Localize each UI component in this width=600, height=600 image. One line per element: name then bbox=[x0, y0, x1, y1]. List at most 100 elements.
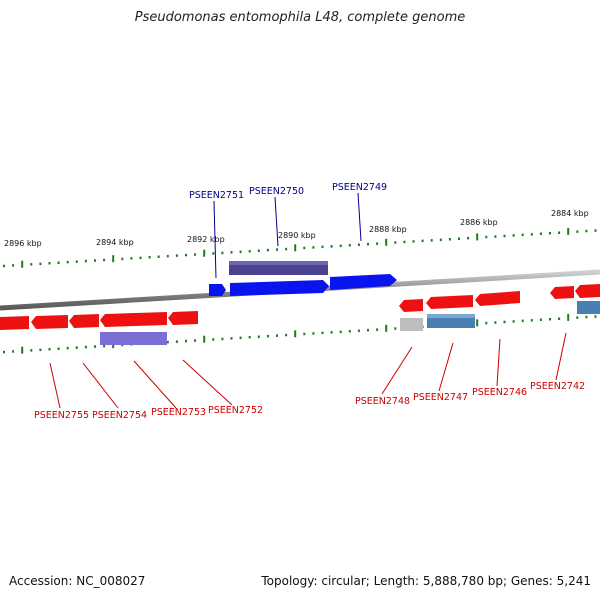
scale-tick-minor bbox=[539, 318, 542, 321]
scale-tick-minor bbox=[39, 348, 42, 352]
scale-tick-minor bbox=[403, 240, 406, 244]
scale-label: 2896 kbp bbox=[4, 239, 42, 248]
scale-label: 2888 kbp bbox=[369, 225, 407, 234]
scale-tick-major bbox=[21, 346, 24, 354]
scale-tick-minor bbox=[257, 335, 260, 338]
gene-arrow[interactable] bbox=[0, 316, 29, 330]
scale-tick-minor bbox=[194, 339, 197, 342]
scale-tick-minor bbox=[330, 331, 333, 334]
scale-tick-minor bbox=[439, 238, 442, 242]
scale-tick-minor bbox=[48, 348, 51, 351]
scale-tick-major bbox=[476, 233, 479, 241]
gene-label-pseen2750[interactable]: PSEEN2750 bbox=[249, 186, 304, 197]
scale-tick-minor bbox=[57, 347, 60, 350]
scale-tick-minor bbox=[166, 340, 169, 344]
scale-tick-minor bbox=[303, 246, 306, 250]
gene-arrow[interactable] bbox=[31, 315, 68, 329]
gene-label-pseen2749[interactable]: PSEEN2749 bbox=[332, 182, 387, 193]
scale-tick-major bbox=[385, 238, 388, 246]
gene-arrow[interactable] bbox=[575, 284, 600, 298]
scale-tick-minor bbox=[330, 245, 333, 248]
scale-tick-minor bbox=[339, 330, 342, 334]
gene-arrow-pseen2748[interactable] bbox=[399, 299, 423, 312]
scale-tick-minor bbox=[266, 334, 269, 338]
scale-tick-minor bbox=[39, 262, 42, 266]
scale-tick-minor bbox=[357, 329, 360, 332]
scale-tick-minor bbox=[376, 328, 379, 331]
gene-label-pseen2755[interactable]: PSEEN2755 bbox=[34, 410, 89, 421]
gene-block-edge[interactable] bbox=[577, 301, 600, 314]
scale-tick-minor bbox=[30, 349, 33, 352]
scale-tick-minor bbox=[230, 337, 233, 340]
scale-tick-minor bbox=[248, 336, 251, 339]
scale-tick-minor bbox=[130, 257, 133, 260]
scale-tick-minor bbox=[94, 259, 96, 262]
reverse-gene-labels: PSEEN2755 PSEEN2754 PSEEN2753 PSEEN2752 … bbox=[34, 381, 585, 421]
scale-tick-minor bbox=[339, 244, 342, 248]
scale-tick-minor bbox=[394, 241, 397, 244]
accession-label: Accession: NC_008027 bbox=[9, 574, 146, 588]
gene-arrow-pseen2746[interactable] bbox=[475, 291, 520, 306]
scale-tick-minor bbox=[376, 242, 379, 245]
scale-tick-minor bbox=[321, 331, 324, 335]
scale-tick-minor bbox=[103, 258, 106, 262]
scale-tick-minor bbox=[212, 338, 215, 341]
gene-arrow-pseen2742[interactable] bbox=[550, 286, 574, 299]
scale-tick-minor bbox=[494, 235, 497, 238]
scale-tick-minor bbox=[367, 242, 369, 246]
scale-tick-minor bbox=[175, 254, 178, 257]
gene-arrow[interactable] bbox=[69, 314, 99, 328]
scale-tick-minor bbox=[485, 235, 488, 239]
scale-tick-major bbox=[567, 313, 570, 321]
scale-tick-minor bbox=[421, 239, 424, 243]
scale-tick-minor bbox=[221, 251, 224, 255]
scale-tick-minor bbox=[576, 316, 579, 319]
gene-arrow-pseen2753[interactable] bbox=[100, 312, 167, 327]
scale-tick-major bbox=[385, 324, 388, 332]
gene-arrow-pseen2747[interactable] bbox=[426, 295, 473, 309]
scale-tick-minor bbox=[549, 232, 551, 235]
forward-genes bbox=[209, 261, 397, 296]
scale-tick-major bbox=[203, 335, 206, 343]
gene-arrow-pseen2750[interactable] bbox=[230, 280, 329, 296]
scale-tick-minor bbox=[549, 318, 551, 321]
gene-label-pseen2746[interactable]: PSEEN2746 bbox=[472, 387, 527, 398]
scale-tick-minor bbox=[57, 261, 60, 264]
gene-arrow-pseen2751[interactable] bbox=[209, 284, 226, 296]
scale-tick-minor bbox=[239, 250, 242, 254]
scale-tick-minor bbox=[558, 231, 561, 234]
scale-tick-minor bbox=[467, 236, 470, 240]
gene-label-pseen2747[interactable]: PSEEN2747 bbox=[413, 392, 468, 403]
scale-tick-minor bbox=[512, 234, 515, 237]
scale-tick-minor bbox=[430, 239, 433, 242]
scale-tick-minor bbox=[485, 321, 488, 325]
gene-label-pseen2752[interactable]: PSEEN2752 bbox=[208, 405, 263, 416]
scale-tick-minor bbox=[94, 345, 96, 348]
gene-label-pseen2754[interactable]: PSEEN2754 bbox=[92, 410, 147, 421]
scale-tick-minor bbox=[276, 248, 278, 251]
gene-block-pseen2754[interactable] bbox=[100, 332, 167, 345]
scale-tick-minor bbox=[12, 350, 15, 353]
gene-label-pseen2753[interactable]: PSEEN2753 bbox=[151, 407, 206, 418]
scale-tick-minor bbox=[66, 260, 69, 264]
gene-block-pseen2748-grey[interactable] bbox=[400, 318, 423, 331]
scale-label: 2892 kbp bbox=[187, 235, 225, 244]
scale-tick-minor bbox=[530, 319, 533, 322]
scale-tick-minor bbox=[166, 254, 169, 258]
scale-tick-major bbox=[294, 330, 297, 338]
scale-tick-minor bbox=[30, 263, 33, 266]
scale-label: 2894 kbp bbox=[96, 238, 134, 247]
scale-tick-minor bbox=[66, 346, 69, 350]
scale-tick-minor bbox=[221, 337, 224, 341]
scale-tick-minor bbox=[185, 253, 187, 257]
gene-arrow-pseen2752[interactable] bbox=[168, 311, 198, 325]
scale-tick-minor bbox=[248, 250, 251, 253]
gene-arrow-pseen2749[interactable] bbox=[330, 274, 397, 290]
scale-tick-minor bbox=[521, 233, 524, 237]
scale-label: 2884 kbp bbox=[551, 209, 589, 218]
scale-tick-minor bbox=[367, 328, 369, 332]
gene-label-pseen2751[interactable]: PSEEN2751 bbox=[189, 190, 244, 201]
gene-label-pseen2742[interactable]: PSEEN2742 bbox=[530, 381, 585, 392]
scale-ticks-forward bbox=[3, 227, 597, 268]
gene-label-pseen2748[interactable]: PSEEN2748 bbox=[355, 396, 410, 407]
